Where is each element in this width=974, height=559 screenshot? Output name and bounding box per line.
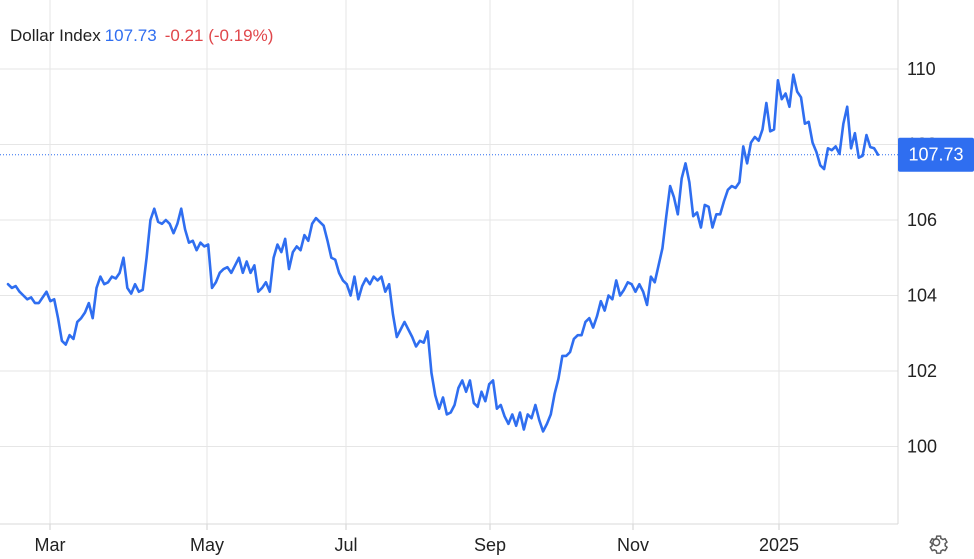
x-grid-lines — [49, 0, 780, 530]
last-price-tag-label: 107.73 — [908, 145, 963, 165]
x-tick-label: Sep — [474, 535, 506, 555]
y-axis: 110108106104102100 — [907, 59, 937, 457]
x-tick-label: May — [190, 535, 224, 555]
x-tick-label: 2025 — [759, 535, 799, 555]
last-price-tag-bg — [898, 137, 974, 172]
y-tick-label: 110 — [907, 59, 936, 79]
price-change: -0.21 (-0.19%) — [164, 26, 274, 45]
series-line[interactable] — [6, 73, 880, 433]
y-tick-label: 100 — [907, 437, 937, 457]
instrument-name: Dollar Index — [10, 26, 101, 45]
y-tick-label: 104 — [907, 286, 937, 306]
x-tick-label: Mar — [35, 535, 66, 555]
y-tick-label: 106 — [907, 210, 937, 230]
current-price: 107.73 — [104, 26, 157, 45]
gear-icon — [929, 535, 948, 554]
chart-header: Dollar Index 107.73 -0.21 (-0.19%) — [10, 26, 273, 46]
last-price-tag: 107.73 — [898, 137, 974, 172]
y-tick-label: 102 — [907, 361, 937, 381]
x-tick-label: Jul — [334, 535, 357, 555]
x-axis: Mar May Jul Sep Nov 2025 — [35, 535, 800, 555]
x-tick-label: Nov — [617, 535, 649, 555]
settings-button[interactable] — [926, 532, 948, 554]
